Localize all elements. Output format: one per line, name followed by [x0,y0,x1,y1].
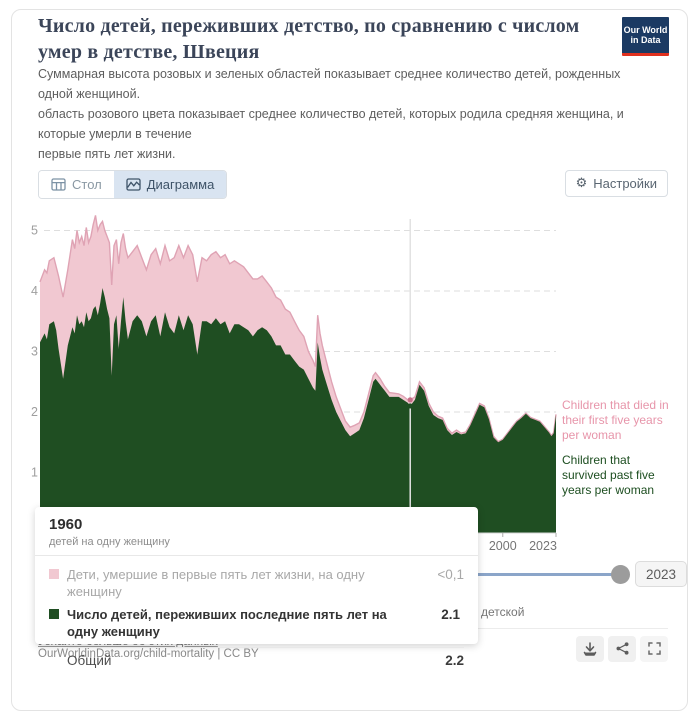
owid-logo-line1: Our World [623,24,668,35]
settings-label: Настройки [593,176,657,191]
settings-button[interactable]: ⚙ Настройки [564,170,668,197]
title-line-1: Число детей, переживших детство, по срав… [38,15,580,37]
series-label-died: Children that died in their first five y… [562,398,670,443]
view-tab-group: Стол Диаграмма [38,170,228,199]
cc-attribution: OurWorldinData.org/child-mortality | CC … [38,648,259,660]
tooltip-row-value: <0,1 [437,567,464,582]
tooltip-body: Дети, умершие в первые пять лет жизни, н… [35,556,478,668]
died-swatch [49,569,59,579]
tooltip-unit: детей на одну женщину [49,536,170,548]
subtitle-line: Суммарная высота розовых и зеленых облас… [38,67,621,81]
tooltip-total-value: 2.2 [445,653,464,668]
tab-table-label: Стол [72,177,102,192]
tab-chart[interactable]: Диаграмма [113,171,227,198]
tab-table[interactable]: Стол [39,171,114,198]
series-label-line: years per woman [562,483,655,497]
tab-chart-label: Диаграмма [146,177,215,192]
tooltip-row-label: Число детей, переживших последние пять л… [67,607,387,639]
tooltip-header: 1960 детей на одну женщину [35,507,478,556]
tooltip-year: 1960 [49,516,83,533]
tooltip-total-label: Общий [67,653,112,668]
share-button[interactable] [608,636,636,662]
chart-subtitle: Суммарная высота розовых и зеленых облас… [38,64,648,164]
title-line-2: умер в детстве, Швеция [38,41,260,63]
owid-logo-line2: in Data [630,35,661,45]
tooltip-row-died: Дети, умершие в первые пять лет жизни, н… [49,563,464,603]
subtitle-line: первые пять лет жизни. [38,147,176,161]
timeline-slider[interactable] [450,573,620,576]
subtitle-line: одной женщиной. [38,87,141,101]
area-chart-icon [126,178,141,191]
download-icon [583,642,597,661]
tooltip-total-row: Общий 2.2 [67,647,464,668]
tooltip-row-survived: Число детей, переживших последние пять л… [49,603,464,643]
hover-tooltip: 1960 детей на одну женщину Дети, умершие… [35,507,478,668]
table-icon [51,178,66,191]
fullscreen-button[interactable] [640,636,668,662]
series-label-line: per woman [562,428,622,442]
download-button[interactable] [576,636,604,662]
survived-swatch [49,609,59,619]
series-label-survived: Children that survived past five years p… [562,453,670,498]
share-icon [616,642,629,660]
data-source-text: детской [481,605,525,619]
tooltip-row-label: Дети, умершие в первые пять лет жизни, н… [67,567,365,599]
series-label-line: Children that [562,453,631,467]
series-label-line: their first five years [562,413,663,427]
page-title: Число детей, переживших детство, по срав… [38,13,616,65]
timeline-slider-handle[interactable] [611,565,630,584]
subtitle-line: которые умерли в течение [38,127,192,141]
subtitle-line: область розового цвета показывает средне… [38,107,624,121]
tooltip-row-value: 2.1 [441,607,460,622]
timeline-end-year-badge[interactable]: 2023 [635,561,687,587]
series-label-line: survived past five [562,468,655,482]
grapher-widget: 1 2 3 4 5 2000 2023 Число детей, переживших де… [11,9,688,711]
owid-logo[interactable]: Our World in Data [622,17,669,56]
gear-icon: ⚙ [575,176,588,191]
fullscreen-icon [647,642,661,660]
series-label-line: Children that died in [562,398,669,412]
